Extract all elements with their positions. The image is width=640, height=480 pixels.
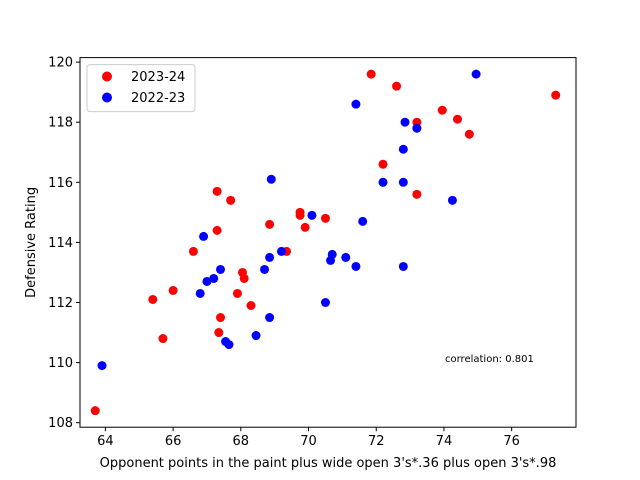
data-point — [212, 186, 222, 196]
data-point — [168, 285, 178, 295]
data-point — [471, 69, 481, 79]
data-point — [398, 144, 408, 154]
y-tick-label: 108 — [48, 416, 73, 431]
data-point — [239, 273, 249, 283]
y-tick-label: 120 — [48, 56, 73, 71]
data-point — [307, 210, 317, 220]
data-point — [320, 213, 330, 223]
data-point — [437, 105, 447, 115]
data-point — [341, 252, 351, 262]
legend: 2023-24 2022-23 — [86, 64, 196, 113]
data-point — [216, 313, 226, 323]
y-tick-label: 110 — [48, 356, 73, 371]
data-point — [265, 252, 275, 262]
x-tick-label: 74 — [436, 434, 453, 449]
data-point — [265, 313, 275, 323]
data-point — [392, 81, 402, 91]
data-point — [351, 261, 361, 271]
series-2022-23 — [97, 69, 481, 371]
data-point — [412, 123, 422, 133]
series-2023-24 — [90, 69, 561, 416]
data-point — [199, 231, 209, 241]
legend-box — [86, 64, 196, 113]
data-point — [260, 264, 270, 274]
data-point — [398, 261, 408, 271]
data-point — [453, 114, 462, 124]
x-tick-label: 72 — [368, 434, 385, 449]
data-point — [276, 246, 286, 256]
y-tick-label: 114 — [48, 236, 73, 251]
legend-label-2022-23: 2022-23 — [131, 91, 185, 106]
x-tick-label: 76 — [503, 434, 520, 449]
legend-marker-2023-24 — [102, 71, 112, 82]
points-layer — [90, 69, 561, 416]
data-point — [464, 129, 474, 139]
x-tick-label: 70 — [300, 434, 317, 449]
y-tick-label: 116 — [48, 176, 73, 191]
data-point — [214, 328, 224, 338]
data-point — [400, 117, 410, 127]
data-point — [351, 99, 361, 109]
data-point — [551, 90, 561, 100]
data-point — [216, 264, 226, 274]
data-point — [266, 174, 276, 184]
data-point — [195, 288, 205, 298]
x-tick-label: 64 — [97, 434, 114, 449]
y-tick-label: 118 — [48, 116, 73, 131]
data-point — [300, 222, 310, 232]
data-point — [226, 195, 236, 205]
x-axis: 64 66 68 70 72 74 76 — [97, 427, 520, 449]
data-point — [320, 298, 330, 307]
data-point — [378, 159, 388, 169]
y-axis: 108 110 112 114 116 118 120 — [48, 56, 80, 431]
data-point — [251, 331, 261, 341]
data-point — [158, 334, 168, 344]
data-point — [412, 189, 422, 199]
data-point — [447, 195, 457, 205]
data-point — [378, 177, 388, 187]
data-point — [366, 69, 376, 79]
data-point — [212, 225, 222, 235]
x-tick-label: 66 — [165, 434, 182, 449]
x-axis-label: Opponent points in the paint plus wide o… — [100, 456, 557, 471]
data-point — [327, 249, 337, 259]
data-point — [295, 210, 305, 220]
data-point — [148, 294, 158, 304]
x-tick-label: 68 — [233, 434, 250, 449]
data-point — [188, 246, 198, 256]
data-point — [209, 273, 219, 283]
data-point — [358, 216, 368, 226]
legend-marker-2022-23 — [102, 92, 112, 103]
data-point — [398, 177, 408, 187]
data-point — [90, 406, 100, 416]
data-point — [202, 276, 212, 286]
data-point — [265, 219, 275, 229]
data-point — [97, 361, 107, 371]
data-point — [224, 340, 234, 350]
y-tick-label: 112 — [48, 296, 73, 311]
data-point — [232, 288, 242, 298]
data-point — [246, 301, 256, 310]
y-axis-label: Defensive Rating — [24, 187, 39, 298]
legend-label-2023-24: 2023-24 — [131, 70, 185, 85]
correlation-annotation: correlation: 0.801 — [445, 354, 534, 365]
